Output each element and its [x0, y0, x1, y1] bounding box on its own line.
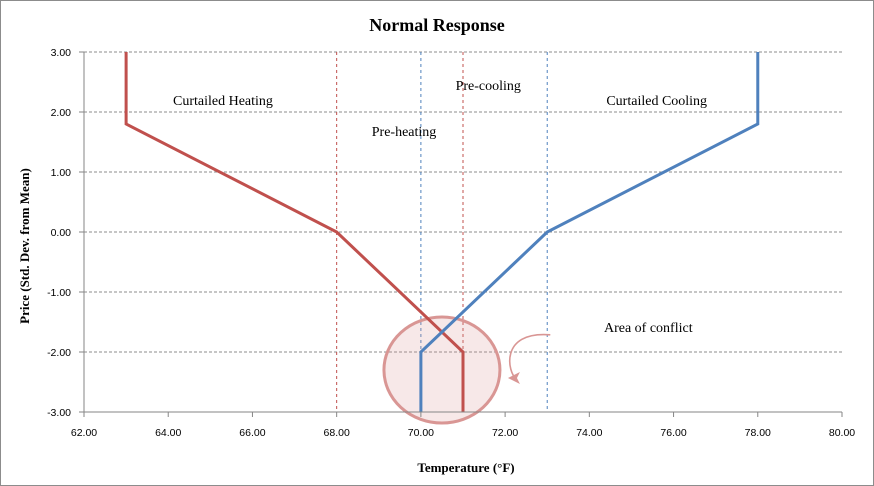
conflict-highlight [382, 315, 551, 425]
axes [79, 51, 843, 417]
y-tick-label-3: 0.00 [51, 227, 72, 239]
x-tick-label-4: 70.00 [408, 427, 434, 439]
grid [84, 51, 842, 353]
series-line-1 [419, 52, 760, 412]
x-tick-label-2: 66.00 [239, 427, 265, 439]
y-tick-label-5: -2.00 [47, 347, 71, 359]
y-tick-label-1: 2.00 [51, 107, 72, 119]
annotation-0: Curtailed Heating [173, 94, 273, 109]
x-tick-label-9: 80.00 [829, 427, 855, 439]
conflict-arrow [508, 333, 551, 379]
x-tick-labels: 62.00 64.00 66.00 68.00 70.00 72.00 74.00 76.00… [71, 427, 855, 439]
x-tick-label-8: 78.00 [745, 427, 771, 439]
chart-title: Normal Response [369, 15, 505, 35]
y-tick-label-6: -3.00 [47, 407, 71, 419]
y-tick-label-4: -1.00 [47, 287, 71, 299]
annotation-2: Pre-cooling [456, 79, 521, 94]
x-tick-label-7: 76.00 [660, 427, 686, 439]
annotation-4: Area of conflict [604, 321, 693, 336]
y-tick-label-0: 3.00 [51, 47, 72, 59]
conflict-circle [382, 315, 502, 425]
y-tick-labels: 3.00 2.00 1.00 0.00 -1.00 -2.00 -3.00 [47, 47, 71, 419]
conflict-arrowhead [507, 372, 520, 384]
x-tick-label-3: 68.00 [324, 427, 350, 439]
x-tick-label-5: 72.00 [492, 427, 518, 439]
annotation-1: Pre-heating [372, 125, 437, 140]
y-axis-label: Price (Std. Dev. from Mean) [17, 168, 32, 324]
annotations: Curtailed Heating Pre-heating Pre-cooling C… [173, 79, 707, 336]
y-tick-label-2: 1.00 [51, 167, 72, 179]
series-group [124, 52, 760, 412]
x-axis-label: Temperature (°F) [417, 460, 514, 475]
series-line-0 [124, 52, 465, 412]
x-tick-label-0: 62.00 [71, 427, 97, 439]
annotation-3: Curtailed Cooling [606, 94, 707, 109]
x-tick-label-6: 74.00 [576, 427, 602, 439]
x-tick-label-1: 64.00 [155, 427, 181, 439]
